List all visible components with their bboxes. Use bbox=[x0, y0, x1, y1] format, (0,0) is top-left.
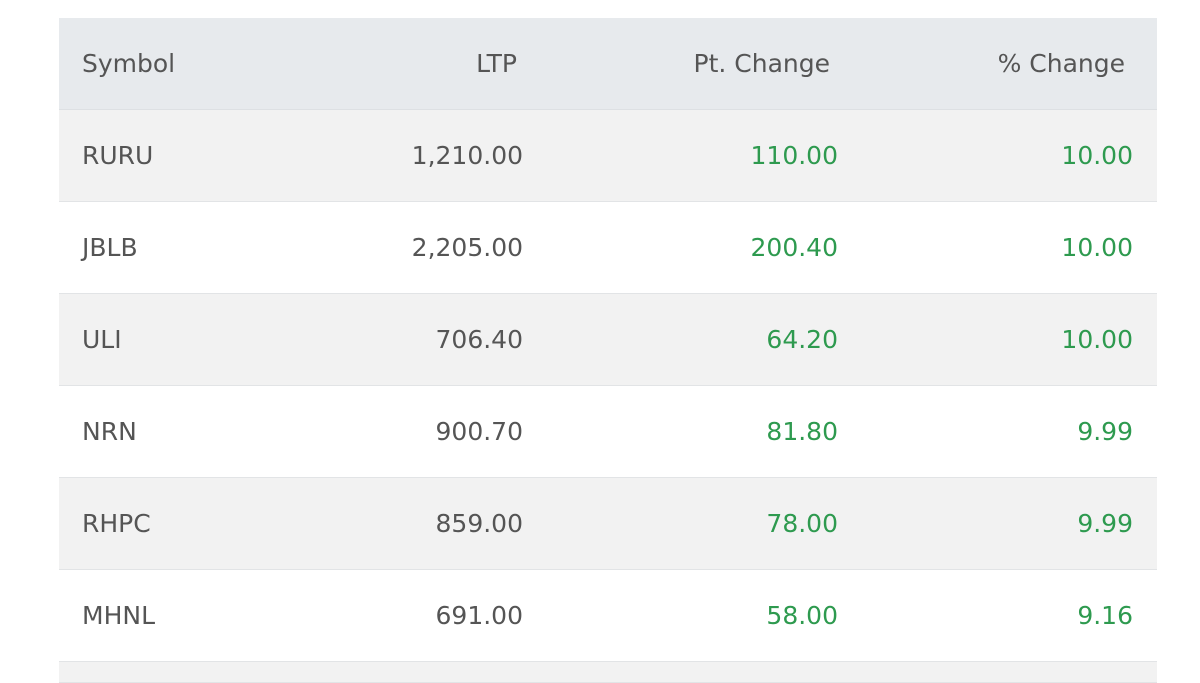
table-row[interactable]: RHPC 859.00 78.00 9.99 bbox=[59, 478, 1157, 570]
ltp-cell: 859.00 bbox=[435, 509, 523, 538]
header-pt-change[interactable]: Pt. Change bbox=[693, 49, 831, 78]
pct-change-cell: 9.16 bbox=[1077, 601, 1133, 630]
header-ltp[interactable]: LTP bbox=[476, 49, 517, 78]
pct-change-cell: 10.00 bbox=[1061, 233, 1133, 262]
pt-change-cell: 64.20 bbox=[766, 325, 838, 354]
table-row[interactable]: NRN 900.70 81.80 9.99 bbox=[59, 386, 1157, 478]
pt-change-cell: 81.80 bbox=[766, 417, 838, 446]
table-row[interactable]: ULI 706.40 64.20 10.00 bbox=[59, 294, 1157, 386]
pct-change-cell: 10.00 bbox=[1061, 325, 1133, 354]
symbol-cell: ULI bbox=[82, 325, 122, 354]
ltp-cell: 706.40 bbox=[435, 325, 523, 354]
table-header: Symbol LTP Pt. Change % Change bbox=[59, 18, 1157, 110]
pct-change-cell: 9.99 bbox=[1077, 509, 1133, 538]
pct-change-cell: 10.00 bbox=[1061, 141, 1133, 170]
pt-change-cell: 200.40 bbox=[750, 233, 838, 262]
table-row[interactable]: JBLB 2,205.00 200.40 10.00 bbox=[59, 202, 1157, 294]
symbol-cell: NRN bbox=[82, 417, 137, 446]
table-row-partial bbox=[59, 662, 1157, 683]
top-gainers-table: Symbol LTP Pt. Change % Change RURU 1,210… bbox=[59, 18, 1157, 683]
pt-change-cell: 110.00 bbox=[750, 141, 838, 170]
header-pct-change[interactable]: % Change bbox=[997, 49, 1125, 78]
symbol-cell: RHPC bbox=[82, 509, 151, 538]
ltp-cell: 691.00 bbox=[435, 601, 523, 630]
pt-change-cell: 58.00 bbox=[766, 601, 838, 630]
ltp-cell: 900.70 bbox=[435, 417, 523, 446]
table-row[interactable]: MHNL 691.00 58.00 9.16 bbox=[59, 570, 1157, 662]
symbol-cell: RURU bbox=[82, 141, 154, 170]
header-symbol[interactable]: Symbol bbox=[82, 49, 176, 78]
pct-change-cell: 9.99 bbox=[1077, 417, 1133, 446]
table-row[interactable]: RURU 1,210.00 110.00 10.00 bbox=[59, 110, 1157, 202]
ltp-cell: 2,205.00 bbox=[411, 233, 523, 262]
pt-change-cell: 78.00 bbox=[766, 509, 838, 538]
symbol-cell: JBLB bbox=[82, 233, 138, 262]
ltp-cell: 1,210.00 bbox=[411, 141, 523, 170]
symbol-cell: MHNL bbox=[82, 601, 155, 630]
